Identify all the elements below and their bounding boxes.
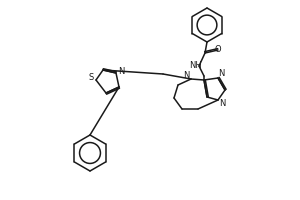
Text: O: O [215,46,221,54]
Text: NH: NH [189,60,201,70]
Text: N: N [219,98,225,108]
Text: N: N [118,66,124,75]
Text: S: S [88,73,94,82]
Text: N: N [183,71,189,79]
Text: N: N [218,70,224,78]
